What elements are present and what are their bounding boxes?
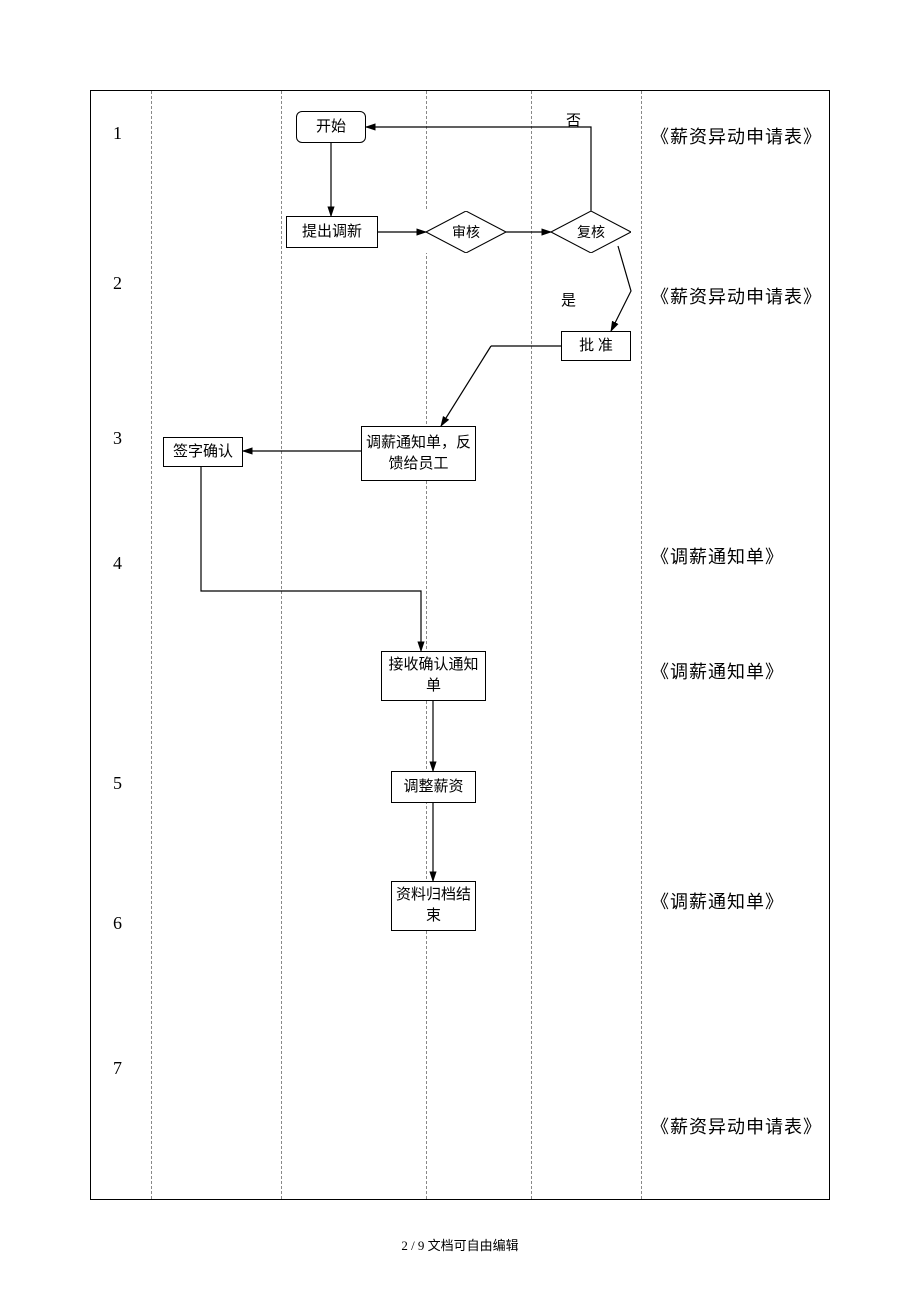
row-num-6: 6 — [113, 913, 122, 934]
node-notify-label: 调薪通知单，反馈给员工 — [364, 433, 473, 475]
node-review-label: 审核 — [452, 222, 480, 242]
node-sign-label: 签字确认 — [173, 442, 233, 463]
node-archive-label: 资料归档结束 — [394, 885, 473, 927]
doc-label-1: 《薪资异动申请表》 — [651, 115, 821, 160]
col-line-4 — [531, 91, 532, 1199]
node-recheck: 复核 — [551, 211, 631, 253]
edge-recheck-no-to-start — [366, 127, 591, 211]
doc-label-5: 《调薪通知单》 — [651, 880, 821, 925]
row-num-2: 2 — [113, 273, 122, 294]
doc-label-6: 《薪资异动申请表》 — [651, 1105, 821, 1150]
page-footer: 2 / 9 文档可自由编辑 — [0, 1235, 920, 1254]
node-recheck-label: 复核 — [577, 222, 605, 242]
node-notify: 调薪通知单，反馈给员工 — [361, 426, 476, 481]
node-adjust: 调整薪资 — [391, 771, 476, 803]
node-start-label: 开始 — [316, 117, 346, 138]
node-approve-label: 批 准 — [579, 336, 613, 357]
doc-label-2: 《薪资异动申请表》 — [651, 275, 821, 320]
node-receive-label: 接收确认通知单 — [384, 655, 483, 697]
node-review: 审核 — [426, 211, 506, 253]
row-num-5: 5 — [113, 773, 122, 794]
edge-sign-down — [201, 467, 421, 651]
col-line-2 — [281, 91, 282, 1199]
diagram-page: 1 2 3 4 5 6 7 《薪资异动申请表》 《薪资异动申请表》 《调薪通知单… — [90, 90, 830, 1200]
node-approve: 批 准 — [561, 331, 631, 361]
col-line-5 — [641, 91, 642, 1199]
edge-recheck-yes-to-approve — [611, 246, 631, 331]
row-num-7: 7 — [113, 1058, 122, 1079]
edge-label-no: 否 — [566, 109, 581, 130]
node-receive: 接收确认通知单 — [381, 651, 486, 701]
col-line-1 — [151, 91, 152, 1199]
doc-label-4: 《调薪通知单》 — [651, 650, 821, 695]
node-adjust-label: 调整薪资 — [403, 777, 463, 798]
node-sign: 签字确认 — [163, 437, 243, 467]
row-num-3: 3 — [113, 428, 122, 449]
doc-label-3: 《调薪通知单》 — [651, 535, 821, 580]
edges-layer — [91, 91, 831, 1201]
node-propose: 提出调新 — [286, 216, 378, 248]
edge-label-yes: 是 — [561, 289, 576, 310]
col-line-3 — [426, 91, 427, 1199]
row-num-4: 4 — [113, 553, 122, 574]
edge-approve-to-notify — [441, 346, 491, 426]
node-propose-label: 提出调新 — [302, 222, 362, 243]
row-num-1: 1 — [113, 123, 122, 144]
node-start: 开始 — [296, 111, 366, 143]
node-archive: 资料归档结束 — [391, 881, 476, 931]
